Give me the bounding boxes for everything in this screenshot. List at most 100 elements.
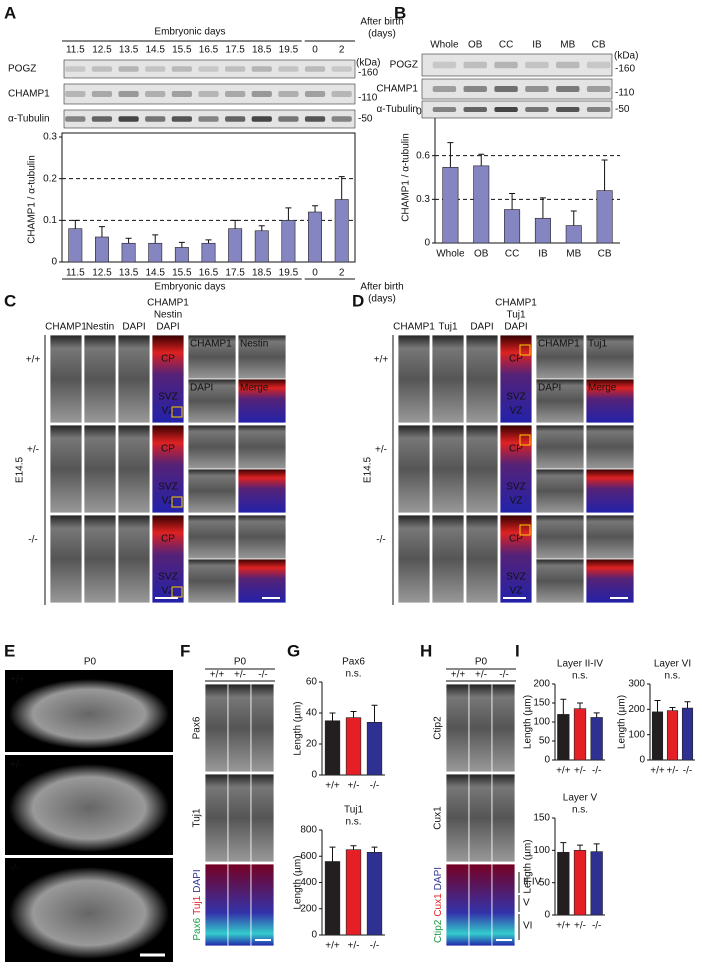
row-label: Ctip2	[433, 716, 444, 740]
x-tick-label: OB	[474, 249, 489, 260]
y-tick-label: 0.1	[43, 215, 57, 226]
channel-title: CHAMP1	[495, 298, 537, 309]
blot-band	[304, 66, 326, 72]
row-label: α-Tubulin	[376, 104, 418, 115]
micrograph	[499, 334, 533, 424]
micrograph	[187, 378, 237, 424]
error-bar	[312, 205, 319, 212]
lane-label: MB	[560, 40, 575, 51]
blot-band	[432, 106, 457, 113]
inset-label: DAPI	[538, 383, 561, 394]
micrograph	[187, 514, 237, 560]
micrograph	[585, 468, 635, 514]
region-label: SVZ	[158, 392, 177, 403]
blot-band	[118, 116, 139, 122]
channel-title: Nestin	[154, 310, 182, 321]
lane-label: 0	[312, 45, 318, 56]
y-axis-label: Length (µm)	[523, 839, 534, 893]
bar	[334, 199, 349, 263]
channel-name: DAPI	[433, 867, 444, 890]
genotype-label: -/-	[10, 863, 19, 874]
x-tick-label: +/+	[650, 766, 665, 777]
genotype-label: +/-	[27, 445, 39, 456]
micrograph	[397, 334, 431, 424]
region-label: CP	[161, 534, 175, 545]
blot-band	[278, 91, 299, 97]
micrograph	[187, 558, 237, 604]
annotation: n.s.	[345, 669, 361, 680]
error-bar	[669, 707, 676, 711]
y-tick-label: 0	[311, 770, 317, 781]
column-label: DAPI	[470, 322, 493, 333]
stage-label: P0	[84, 657, 97, 668]
channel-name: DAPI	[192, 869, 203, 892]
micrograph	[397, 424, 431, 514]
genotype-label: +/+	[10, 675, 25, 686]
x-tick-label: 14.5	[145, 268, 165, 279]
micrograph	[151, 334, 185, 424]
micrograph	[465, 334, 499, 424]
micrograph	[151, 424, 185, 514]
micrograph	[237, 514, 287, 560]
y-tick-label: 150	[533, 698, 550, 709]
label: Embryonic days	[154, 282, 225, 293]
blot-band	[171, 66, 192, 72]
chart-title: Layer II-IV	[557, 659, 603, 670]
inset-label: Tuj1	[588, 339, 608, 350]
blot-band	[304, 116, 326, 122]
panel-letter: E	[4, 641, 15, 660]
row-label: α-Tubulin	[8, 114, 50, 125]
micrograph	[117, 334, 151, 424]
bar	[94, 236, 109, 263]
region-label: SVZ	[506, 482, 525, 493]
x-tick-label: -/-	[592, 766, 601, 777]
x-tick-label: -/-	[683, 766, 692, 777]
blot-band	[251, 116, 272, 122]
x-tick-label: +/+	[556, 921, 571, 932]
roi-box	[519, 344, 531, 356]
blot-band	[91, 66, 113, 72]
panel-letter: G	[287, 641, 300, 660]
y-axis-label: Length (µm)	[293, 701, 304, 755]
error-bar	[152, 234, 159, 244]
row-label: CHAMP1	[8, 89, 50, 100]
blot-band	[118, 91, 139, 97]
region-label: VZ	[510, 586, 523, 597]
lane-label: 2	[339, 45, 345, 56]
micrograph	[491, 683, 516, 773]
label: After birth	[360, 282, 403, 293]
error-bar	[654, 699, 661, 712]
roi-box	[519, 434, 531, 446]
region-label: CP	[161, 354, 175, 365]
bar	[174, 247, 189, 263]
error-bar	[371, 846, 378, 853]
micrograph	[237, 468, 287, 514]
error-bar	[560, 698, 567, 715]
genotype-label: -/-	[258, 670, 267, 681]
y-axis-label: Length (µm)	[523, 695, 534, 749]
micrograph	[237, 424, 287, 470]
error-bar	[258, 225, 265, 231]
bar	[681, 707, 694, 761]
blot-band	[225, 91, 246, 97]
y-tick-label: 100	[533, 845, 550, 856]
error-bar	[329, 846, 336, 862]
region-label: CP	[509, 534, 523, 545]
inset-label: CHAMP1	[538, 339, 580, 350]
row-label: POGZ	[390, 60, 418, 71]
micrograph	[83, 424, 117, 514]
micrograph	[83, 334, 117, 424]
blot-band	[304, 91, 326, 97]
y-tick-label: 100	[533, 717, 550, 728]
micrograph	[187, 424, 237, 470]
error-bar	[560, 842, 567, 853]
error-bar	[577, 844, 583, 851]
genotype-label: +/+	[451, 670, 466, 681]
genotype-label: +/+	[210, 670, 225, 681]
genotype-label: +/-	[10, 760, 22, 771]
y-tick-label: 200	[300, 903, 317, 914]
channel-name: Ctip2	[433, 919, 444, 943]
micrograph	[49, 424, 83, 514]
marker-label: -110	[615, 88, 635, 99]
bar	[557, 714, 570, 761]
